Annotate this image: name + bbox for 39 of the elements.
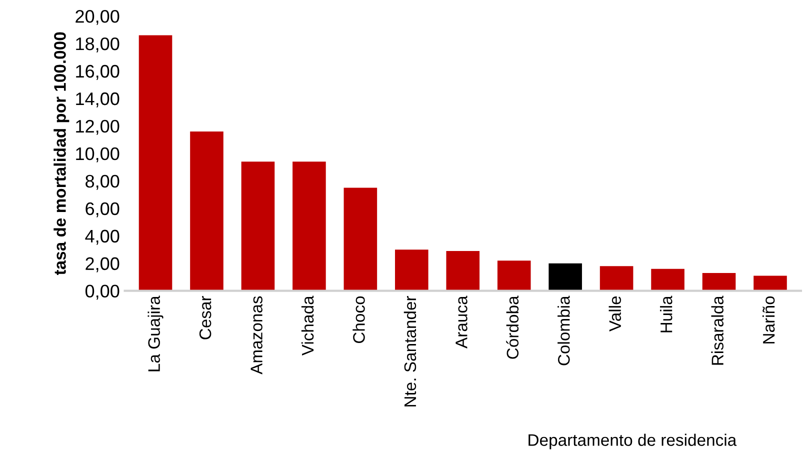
bar <box>651 268 684 291</box>
bar <box>754 276 787 291</box>
x-tick-label: Vichada <box>301 296 314 356</box>
y-tick-label: 4,00 <box>85 230 120 245</box>
bar <box>190 131 224 291</box>
bar <box>702 272 736 291</box>
bar <box>138 35 172 291</box>
x-tick-label: Colombia <box>558 296 570 366</box>
y-tick-label: 18,00 <box>76 37 120 52</box>
x-tick-label: Cesar <box>199 296 212 340</box>
x-tick-label: Amazonas <box>250 296 262 374</box>
y-tick-label: 12,00 <box>76 120 120 135</box>
bar <box>344 188 378 291</box>
y-tick-label: 10,00 <box>76 147 120 162</box>
x-tick-label: Risaralda <box>711 296 724 365</box>
bar <box>600 266 634 291</box>
y-tick-label: 8,00 <box>86 174 120 190</box>
bar <box>497 260 531 291</box>
x-tick-label: Huila <box>660 296 672 332</box>
y-axis-title: tasa de mortalidad por 100.000 <box>54 32 70 276</box>
x-tick-label: Nte. Santander <box>404 296 416 406</box>
bar <box>241 162 275 291</box>
bar <box>548 263 582 291</box>
y-tick-label: 20,00 <box>76 10 120 25</box>
x-tick-label: La Guajira <box>148 296 164 372</box>
y-tick-label: 16,00 <box>76 64 120 80</box>
bar <box>395 250 428 291</box>
y-tick-label: 6,00 <box>86 202 120 218</box>
bar <box>446 250 480 291</box>
y-tick-label: 0,00 <box>85 284 120 300</box>
y-tick-label: 2,00 <box>86 257 120 272</box>
x-tick-label: Valle <box>608 296 622 332</box>
y-tick-label: 14,00 <box>76 92 120 108</box>
bar <box>292 162 326 291</box>
x-tick-label: Nariño <box>762 296 775 344</box>
x-tick-label: Córdoba <box>506 296 519 359</box>
x-tick-label: Choco <box>352 296 365 344</box>
x-tick-label: Arauca <box>456 296 468 348</box>
x-axis-title: Departamento de residencia <box>528 434 737 450</box>
